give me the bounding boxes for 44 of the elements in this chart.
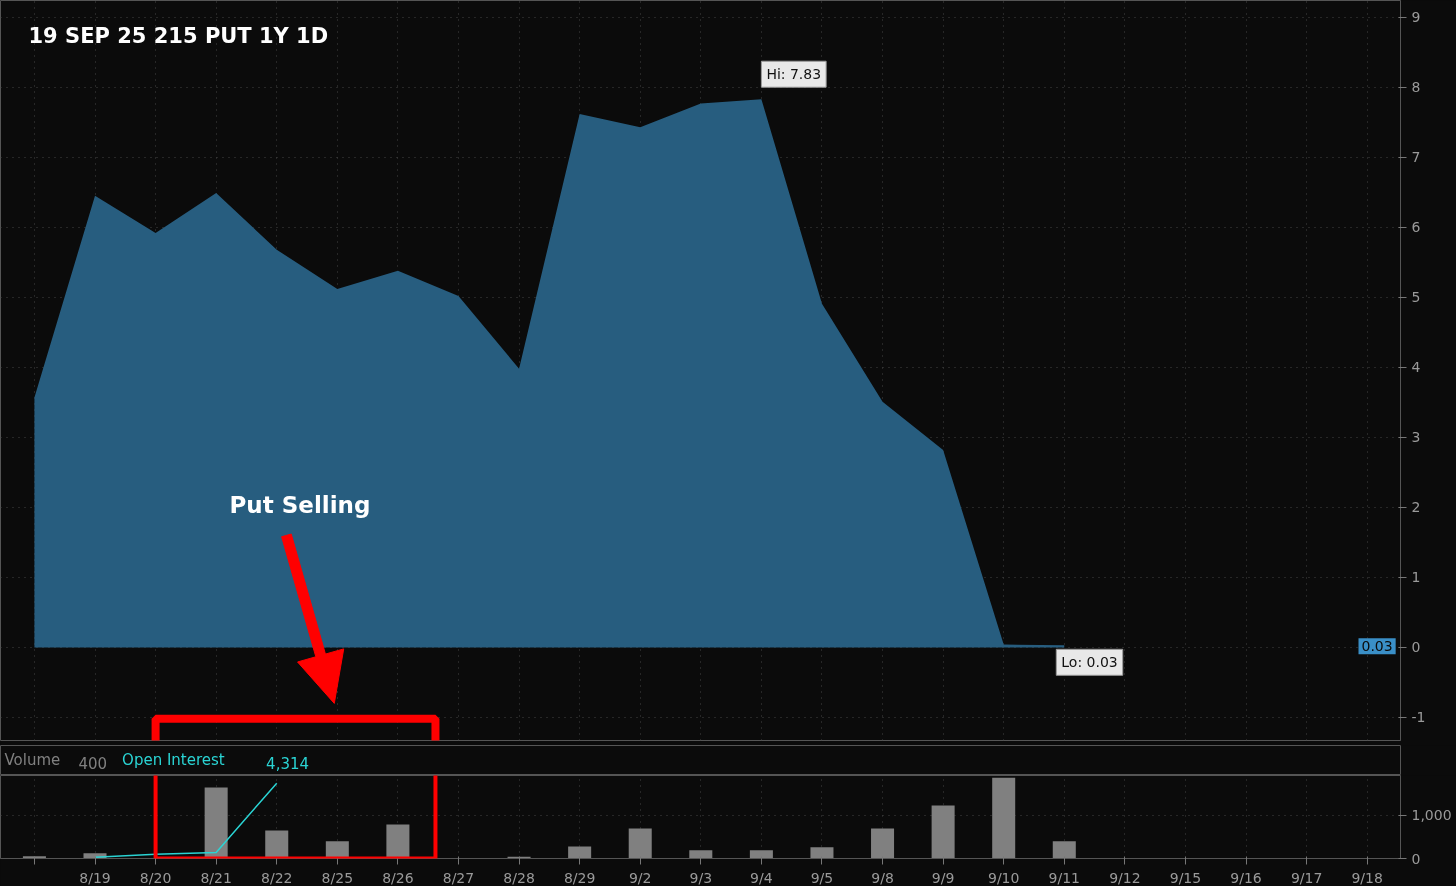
x-tick-label: 8/28 (503, 869, 535, 886)
x-tick-label: 8/19 (79, 869, 111, 886)
text: 400 (78, 754, 108, 773)
y-tick-label: 3 (1411, 429, 1421, 446)
y-tick-label: 1,000 (1411, 807, 1452, 824)
annotation: Lo: 0.03 (1061, 654, 1118, 671)
y-tick-label: 6 (1411, 219, 1421, 236)
x-tick-label: 9/3 (689, 869, 713, 886)
x-tick-label: 9/8 (871, 869, 894, 886)
x-tick-label: 9/12 (1109, 869, 1141, 886)
y-tick-label: 7 (1411, 149, 1421, 166)
x-tick-label: 9/11 (1048, 869, 1081, 886)
x-tick-label: 8/22 (261, 869, 293, 886)
x-tick-label: 8/25 (321, 869, 354, 886)
x-tick-label: 9/4 (750, 869, 773, 886)
x-tick-label: 8/21 (200, 869, 232, 886)
x-tick-label: 9/2 (628, 869, 652, 886)
x-tick-label: 9/16 (1230, 869, 1262, 886)
x-tick-label: 8/27 (442, 869, 475, 886)
x-tick-label: 8/29 (563, 869, 596, 886)
y-tick-label: -1 (1411, 709, 1426, 726)
y-tick-label: 0 (1411, 850, 1421, 867)
text: 19 SEP 25 215 PUT 1Y 1D (28, 23, 329, 48)
text: Volume (4, 750, 61, 769)
annotation: 0.03 (1361, 638, 1393, 655)
annotation: Hi: 7.83 (766, 66, 822, 83)
x-tick-label: 9/9 (931, 869, 955, 886)
text: 4,314 (266, 754, 310, 773)
y-tick-label: 5 (1411, 289, 1421, 306)
x-tick-label: 9/15 (1169, 869, 1202, 886)
x-tick-label: 9/10 (987, 869, 1020, 886)
y-tick-label: 4 (1411, 359, 1421, 376)
y-tick-label: 9 (1411, 9, 1421, 26)
y-tick-label: 0 (1411, 639, 1421, 656)
x-tick-label: 9/5 (810, 869, 834, 886)
x-tick-label: 9/18 (1351, 869, 1383, 886)
y-tick-label: 1 (1411, 569, 1421, 586)
annotation: Put Selling (229, 491, 371, 518)
x-tick-label: 8/26 (382, 869, 414, 886)
y-tick-label: 8 (1411, 79, 1421, 96)
y-tick-label: 2 (1411, 499, 1421, 516)
x-tick-label: 8/20 (139, 869, 172, 886)
text: Open Interest (122, 750, 225, 769)
x-tick-label: 9/17 (1290, 869, 1323, 886)
